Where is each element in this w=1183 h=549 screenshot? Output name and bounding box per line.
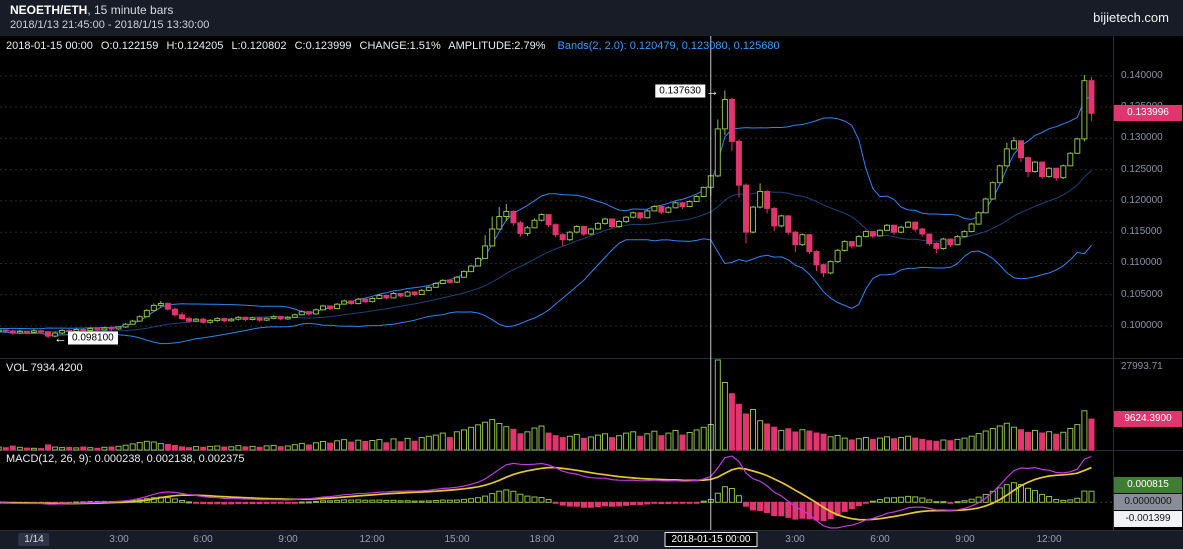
symbol-label: NEOETH/ETH [10,3,88,17]
price-tick: 0.140000 [1121,70,1163,81]
macd-zero-badge: 0.0000000 [1114,494,1182,510]
info-low: L:0.120802 [231,40,287,52]
chart-area: 2018-01-15 00:00 O:0.122159 H:0.124205 L… [0,36,1183,530]
header: NEOETH/ETH, 15 minute bars 2018/1/13 21:… [0,0,1183,36]
time-tick: 6:00 [870,534,890,545]
price-tick: 0.120000 [1121,195,1163,206]
highest-price-marker: 0.137630 → [655,83,720,99]
lowest-price-marker: ← 0.098100 [53,330,118,346]
ohlc-info-bar: 2018-01-15 00:00 O:0.122159 H:0.124205 L… [6,40,785,52]
last-volume-badge: 9624.3900 [1114,411,1182,427]
macd-min-badge: -0.001399 [1114,511,1182,527]
time-tick: 21:00 [613,534,639,545]
time-tick: 15:00 [444,534,470,545]
info-change: CHANGE:1.51% [359,40,441,52]
chart-title: NEOETH/ETH, 15 minute bars [10,3,1173,17]
last-price-badge: 0.133996 [1114,105,1182,121]
time-tick: 12:00 [1036,534,1062,545]
price-tick: 0.125000 [1121,164,1163,175]
date-tick: 1/14 [18,533,50,546]
volume-pane-label: VOL 7934.4200 [6,362,83,374]
info-close: C:0.123999 [294,40,352,52]
macd-value-badge: 0.000815 [1114,477,1182,493]
volume-axis-max: 27993.71 [1121,361,1163,372]
info-amplitude: AMPLITUDE:2.79% [448,40,546,52]
highest-price-label: 0.137630 [655,84,705,98]
arrow-right-icon: → [706,83,719,99]
time-tick: 9:00 [955,534,975,545]
interval-label: , 15 minute bars [87,3,174,17]
bands-values: Bands(2, 2.0): 0.120479, 0.123080, 0.125… [557,40,780,52]
time-tick: 3:00 [785,534,805,545]
price-tick: 0.115000 [1121,226,1162,237]
date-range: 2018/1/13 21:45:00 - 2018/1/15 13:30:00 [10,19,210,31]
time-tick: 18:00 [529,534,555,545]
info-high: H:0.124205 [166,40,224,52]
time-tick: 9:00 [278,534,298,545]
site-link[interactable]: bijietech.com [1093,10,1169,25]
lowest-price-label: 0.098100 [68,331,118,345]
info-datetime: 2018-01-15 00:00 [6,40,93,52]
info-open: O:0.122159 [100,40,159,52]
price-tick: 0.100000 [1121,320,1163,331]
chart-canvas[interactable] [0,36,1183,530]
time-tick: 3:00 [109,534,129,545]
time-axis[interactable]: 1/14 3:00 6:00 9:00 12:00 15:00 18:00 21:00 2018… [0,530,1183,549]
price-tick: 0.110000 [1121,257,1162,268]
time-tick: 6:00 [193,534,213,545]
time-tick: 12:00 [359,534,385,545]
price-tick: 0.105000 [1121,289,1163,300]
crosshair-time-label: 2018-01-15 00:00 [664,532,758,547]
arrow-left-icon: ← [54,330,67,346]
price-tick: 0.130000 [1121,132,1163,143]
macd-pane-label: MACD(12, 26, 9): 0.000238, 0.002138, 0.0… [6,453,245,465]
